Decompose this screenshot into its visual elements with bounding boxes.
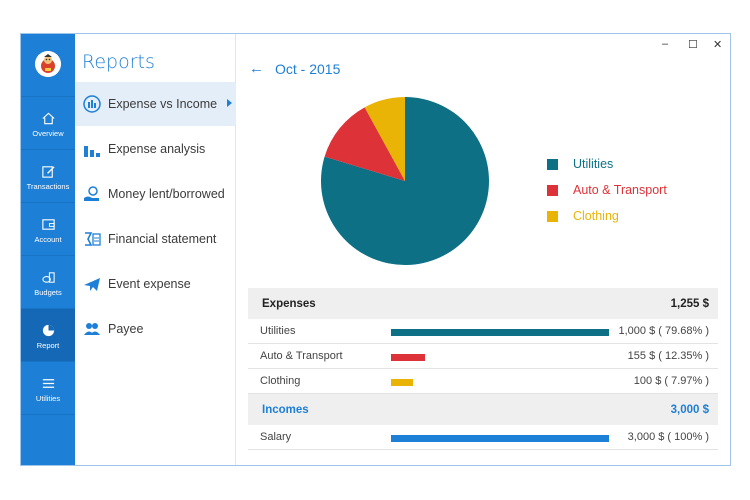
nav-label: Budgets (34, 288, 62, 297)
legend-item: Utilities (547, 151, 667, 177)
summary-table: Expenses 1,255 $ Utilities 1,000 $ ( 79.… (248, 288, 718, 450)
incomes-total: 3,000 $ (670, 403, 709, 416)
menu-icon (42, 379, 54, 388)
chart-legend: Utilities Auto & Transport Clothing (547, 151, 667, 229)
legend-swatch (547, 184, 558, 196)
legend-swatch (547, 158, 558, 170)
menu-title: Reports (82, 51, 155, 73)
table-row[interactable]: Auto & Transport 155 $ ( 12.35% ) (248, 344, 718, 369)
hand-money-icon (84, 186, 99, 201)
row-bar (391, 379, 413, 386)
menu-item-payee[interactable]: Payee (75, 307, 236, 351)
period-title: Oct - 2015 (275, 61, 341, 77)
coins-icon (41, 272, 55, 283)
menu-item-label: Expense vs Income (108, 97, 218, 111)
row-value: 155 $ ( 12.35% ) (627, 350, 709, 362)
menu-item-financial-statement[interactable]: Financial statement (75, 217, 236, 261)
menu-item-label: Payee (108, 322, 144, 336)
expenses-total: 1,255 $ (670, 297, 709, 310)
menu-item-money-lent-borrowed[interactable]: Money lent/borrowed (75, 172, 236, 216)
legend-swatch (547, 210, 558, 222)
nav-account[interactable]: Account (21, 203, 75, 256)
edit-icon (41, 166, 55, 178)
nav-label: Report (36, 341, 60, 350)
statement-icon (85, 232, 101, 246)
report-content: – ☐ ✕ ← Oct - 2015 Utilities Auto & Tran… (237, 34, 730, 465)
home-icon (41, 112, 55, 125)
incomes-header: Incomes 3,000 $ (248, 394, 718, 425)
nav-report[interactable]: Report (21, 309, 75, 362)
nav-overview[interactable]: Overview (21, 97, 75, 150)
table-row[interactable]: Clothing 100 $ ( 7.97% ) (248, 369, 718, 394)
row-label: Auto & Transport (260, 350, 343, 362)
menu-item-expense-analysis[interactable]: Expense analysis (75, 127, 236, 171)
minimize-button[interactable]: – (662, 38, 669, 50)
menu-item-label: Expense analysis (108, 142, 206, 156)
nav-label: Transactions (26, 182, 70, 191)
row-value: 1,000 $ ( 79.68% ) (618, 325, 709, 337)
menu-item-label: Event expense (108, 277, 191, 291)
row-label: Clothing (260, 375, 301, 387)
row-bar (391, 354, 425, 361)
nav-rail: Overview Transactions Account Budgets (21, 34, 75, 465)
legend-label: Clothing (573, 209, 619, 223)
expense-pie-chart (321, 97, 489, 265)
menu-item-expense-vs-income[interactable]: Expense vs Income (75, 82, 236, 126)
pie-slice-auto-transport[interactable] (324, 107, 405, 181)
table-row[interactable]: Salary 3,000 $ ( 100% ) (248, 425, 718, 450)
row-value: 100 $ ( 7.97% ) (633, 375, 709, 387)
row-bar (391, 435, 609, 442)
gauge-icon (83, 95, 101, 113)
chevron-right-icon (227, 99, 232, 107)
bar-chart-icon (84, 146, 100, 157)
close-button[interactable]: ✕ (713, 39, 723, 51)
row-label: Utilities (260, 325, 296, 337)
pie-chart-icon (42, 324, 54, 337)
maximize-button[interactable]: ☐ (688, 39, 698, 51)
row-bar (391, 329, 609, 336)
nav-label: Overview (32, 129, 64, 138)
pie-slice-clothing[interactable] (364, 97, 405, 181)
people-icon (84, 323, 100, 335)
back-arrow-icon[interactable]: ← (249, 60, 264, 77)
wallet-icon (41, 219, 55, 230)
nav-utilities[interactable]: Utilities (21, 362, 75, 415)
legend-item: Clothing (547, 203, 667, 229)
nav-transactions[interactable]: Transactions (21, 150, 75, 203)
legend-item: Auto & Transport (547, 177, 667, 203)
menu-item-event-expense[interactable]: Event expense (75, 262, 236, 306)
expenses-header: Expenses 1,255 $ (248, 288, 718, 319)
reports-menu: Reports Expense vs Income Expense analys… (75, 34, 236, 465)
legend-label: Auto & Transport (573, 183, 667, 197)
nav-budgets[interactable]: Budgets (21, 256, 75, 309)
row-label: Salary (260, 431, 292, 443)
app-window: Overview Transactions Account Budgets (20, 33, 731, 466)
nav-label: Utilities (35, 394, 61, 403)
incomes-label: Incomes (262, 403, 309, 416)
expenses-label: Expenses (262, 297, 316, 310)
nav-label: Account (34, 235, 62, 244)
row-value: 3,000 $ ( 100% ) (627, 431, 709, 443)
menu-item-label: Financial statement (108, 232, 217, 246)
table-row[interactable]: Utilities 1,000 $ ( 79.68% ) (248, 319, 718, 344)
logo-cell (21, 34, 75, 97)
plane-icon (84, 278, 100, 291)
legend-label: Utilities (573, 157, 614, 171)
menu-item-label: Money lent/borrowed (108, 187, 225, 201)
app-logo (35, 51, 61, 77)
